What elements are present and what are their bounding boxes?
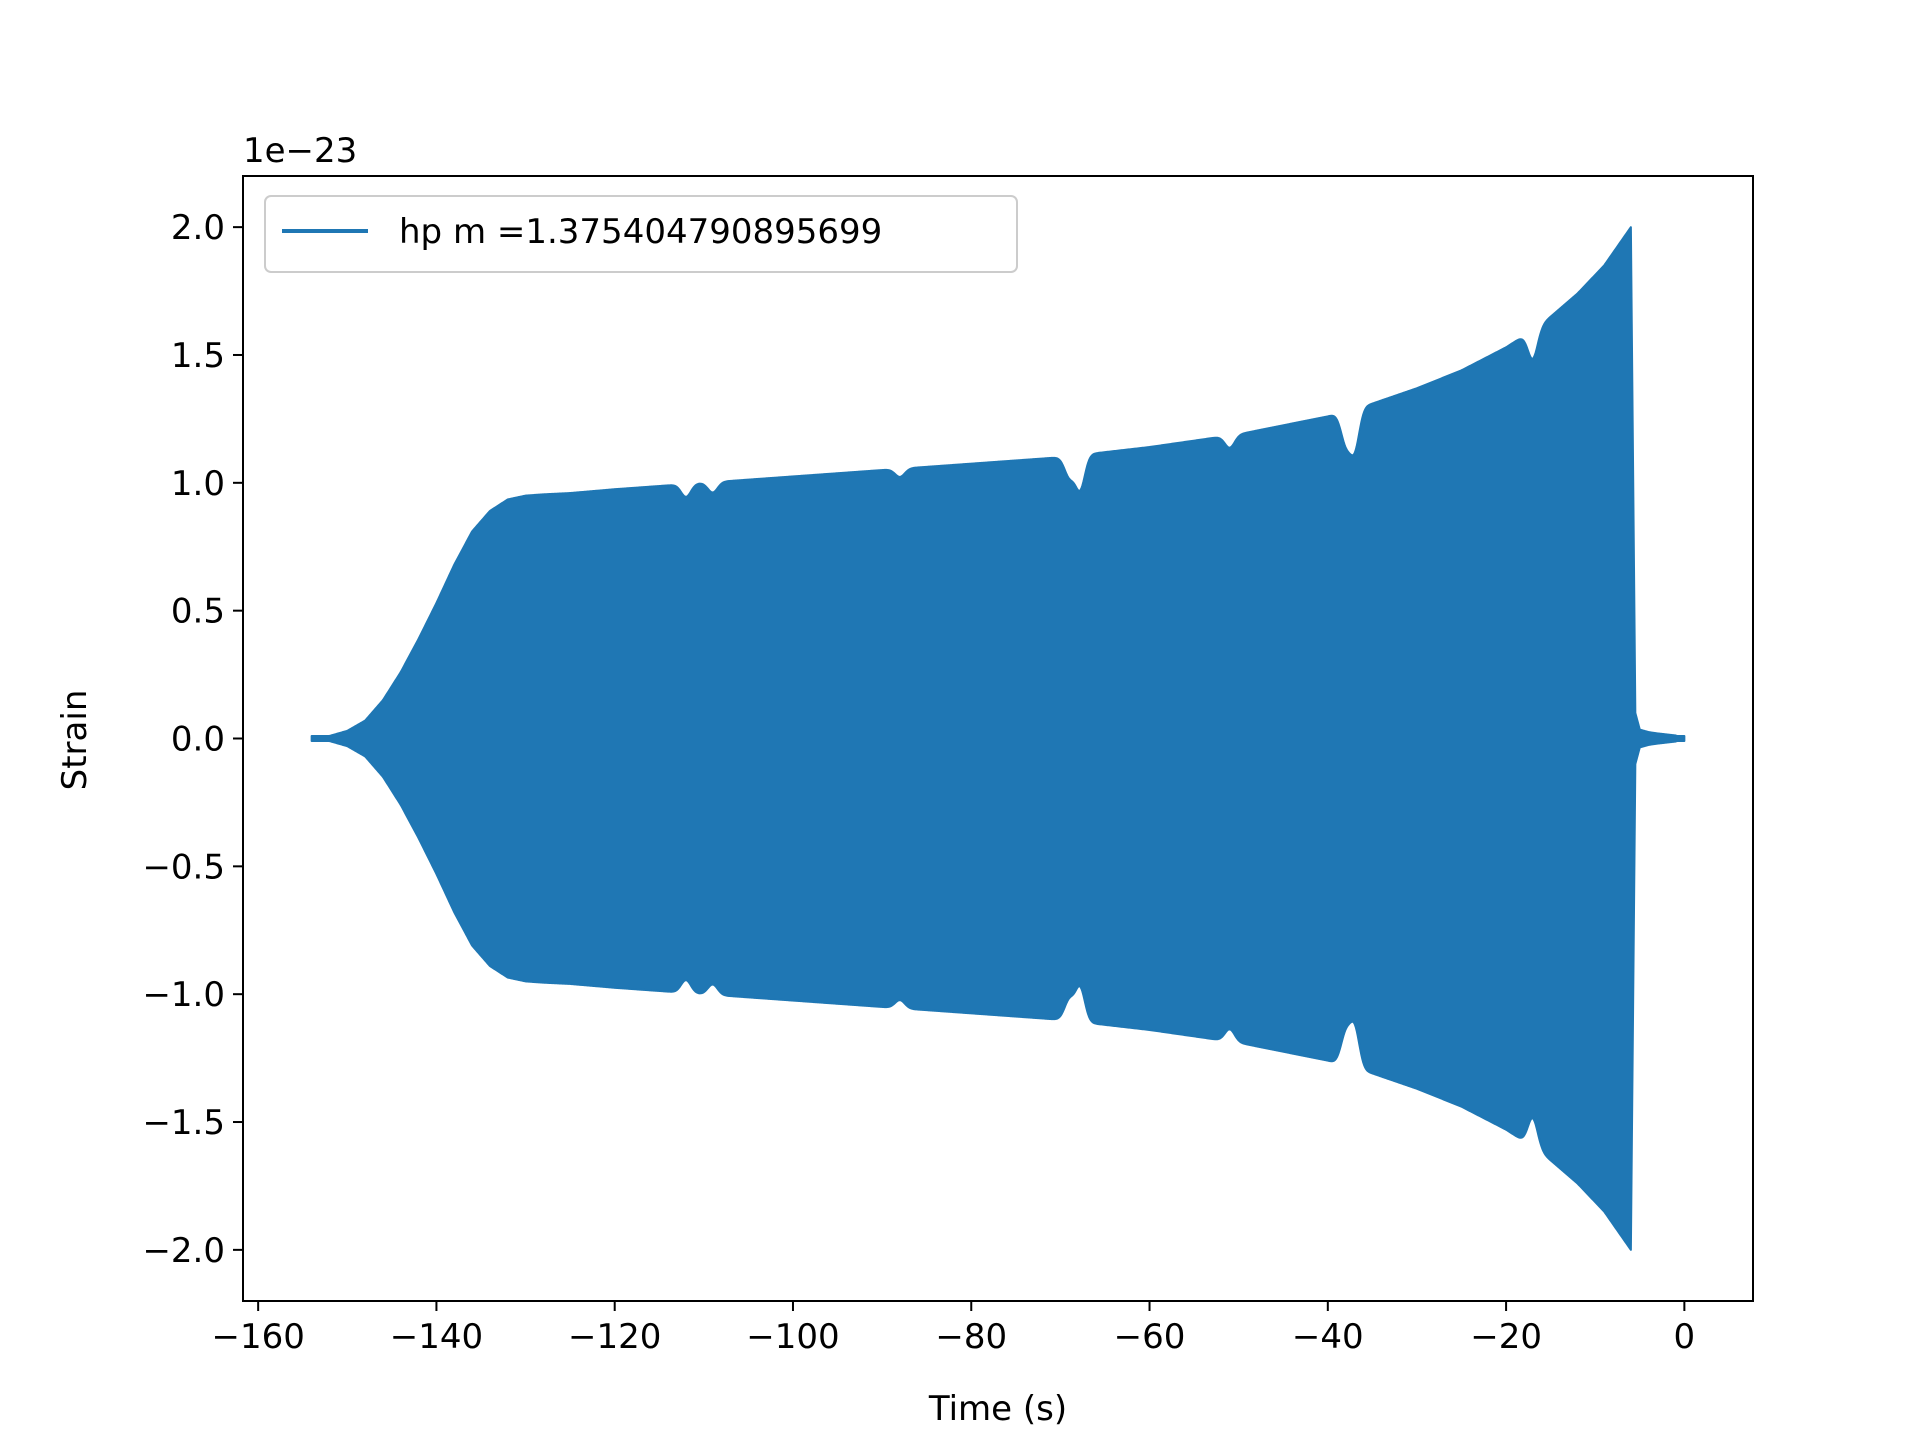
x-tick-label: −120 — [568, 1317, 661, 1357]
y-axis-label: Strain — [55, 690, 95, 791]
x-tick-label: −100 — [746, 1317, 839, 1357]
y-tick-label: 1.5 — [171, 336, 225, 376]
y-tick-label: 2.0 — [171, 208, 225, 248]
y-axis-ticks: 2.0 1.5 1.0 0.5 0.0 −0.5 −1.0 −1.5 −2.0 — [142, 208, 243, 1271]
y-tick-label: −2.0 — [142, 1231, 225, 1271]
x-tick-label: −60 — [1114, 1317, 1186, 1357]
y-axis-offset-text: 1e−23 — [243, 131, 357, 171]
legend-box — [264, 195, 1018, 273]
y-tick-label: −1.0 — [142, 975, 225, 1015]
x-tick-label: −20 — [1470, 1317, 1542, 1357]
x-tick-label: −80 — [935, 1317, 1007, 1357]
y-tick-label: 0.5 — [171, 592, 225, 632]
x-axis-ticks: −160 −140 −120 −100 −80 −60 −40 −20 0 — [211, 1301, 1695, 1357]
series-layer — [310, 226, 1686, 1251]
x-tick-label: −160 — [211, 1317, 304, 1357]
x-tick-label: −140 — [390, 1317, 483, 1357]
legend: hp m =1.375404790895699 — [264, 195, 1018, 273]
y-tick-label: −0.5 — [142, 847, 225, 887]
y-tick-label: −1.5 — [142, 1103, 225, 1143]
y-tick-label: 0.0 — [171, 720, 225, 760]
x-axis-label: Time (s) — [928, 1389, 1067, 1429]
y-tick-label: 1.0 — [171, 464, 225, 504]
x-tick-label: −40 — [1292, 1317, 1364, 1357]
series-waveform-band — [310, 226, 1686, 1251]
legend-label: hp m =1.375404790895699 — [399, 212, 882, 252]
x-tick-label: 0 — [1674, 1317, 1696, 1357]
